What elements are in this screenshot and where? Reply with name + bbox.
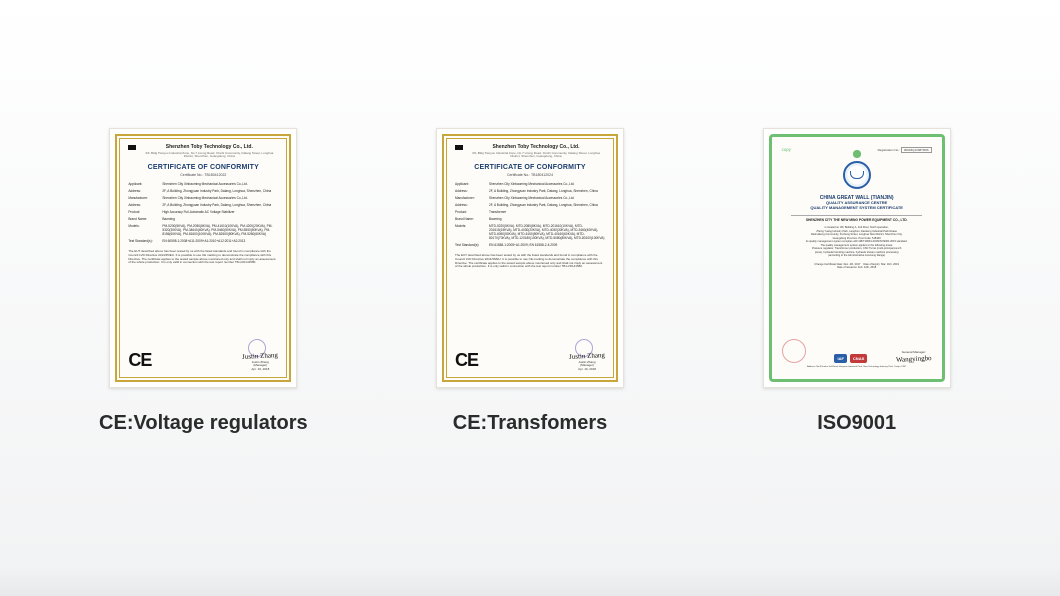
ce-mark-icon: CE [128,350,151,371]
cert-field-row: Brand Name:Baoming [455,217,605,221]
cert-field-row: Test Standard(s):EN 60598-1:2008+A11:200… [128,239,278,243]
cert-number: Certificate No.: TB180412022 [128,173,278,177]
iaf-badge-icon: IAF [834,354,846,363]
divider [791,215,922,216]
issuer-address: 3/F, Bldg Tianyou Industrial Zone, No.7 … [140,152,278,159]
signature: Justin Zhang [569,351,605,361]
cert-frame: Shenzhen Toby Technology Co., Ltd. 3/F, … [436,128,624,388]
cert-declaration: The EUT described above has been tested … [455,254,605,269]
cert-field-row: Applicant:Shenzhen City Xinbaoming Mecha… [455,182,605,186]
issuer-company: Shenzhen Toby Technology Co., Ltd. [467,145,605,151]
copy-label: copy [782,147,792,152]
cnas-badge-icon: CNAS [850,354,867,363]
cert-card-ce-transformers: Shenzhen Toby Technology Co., Ltd. 3/F, … [387,128,674,435]
cert-fields: Applicant:Shenzhen City Xinbaoming Mecha… [128,182,278,246]
iso-org: SHENZHEN CITY THE NEW MING POWER EQUIPME… [806,219,908,223]
iso-body: is located at: 3/F, Building A, 2nd Floo… [802,226,912,258]
cert-field-row: Manufacturer:Shenzhen City Xinbaoming Me… [455,196,605,200]
cert-field-row: Manufacturer:Shenzhen City Xinbaoming Me… [128,196,278,200]
cert-caption: CE:Transfomers [453,412,608,435]
cert-field-row: Models:MTD-5220(5KVA), MTD-2080(8KVA), M… [455,224,605,240]
cert-field-row: Address:2F, A Building, Zhongyuan Indust… [455,203,605,207]
signature-block: Justin Zhang Justin Zhang (Manager) Apr.… [569,339,605,371]
signature: Wangyingbo [896,354,932,364]
registration-number: Registration No.: 00918Q13087R0S [878,147,932,153]
signature: Justin Zhang [242,351,278,361]
cert-field-row: Address:2F, A Building, Zhongyuan Indust… [128,189,278,193]
cert-number: Certificate No.: TB180412024 [455,173,605,177]
accreditation-badges: IAF CNAS [834,354,867,363]
cert-field-row: Address:2F, A Building, Zhongyuan Indust… [128,203,278,207]
cert-card-iso9001: copy Registration No.: 00918Q13087R0S CH… [713,128,1000,435]
iso-footer-addr: Address: No.8 Huake 3rd Road, Huayuan In… [803,366,910,369]
cert-field-row: Brand Name:Baoming [128,217,278,221]
cert-field-row: Product:High Accuracy Full-Automatic AC … [128,210,278,214]
cert-card-ce-voltage: Shenzhen Toby Technology Co., Ltd. 3/F, … [60,128,347,435]
cert-frame: Shenzhen Toby Technology Co., Ltd. 3/F, … [109,128,297,388]
cert-field-row: Address:2F, A Building, Zhongyuan Indust… [455,189,605,193]
certificates-row: Shenzhen Toby Technology Co., Ltd. 3/F, … [0,0,1060,435]
cert-caption: ISO9001 [817,412,896,435]
cert-declaration: The EUT described above has been tested … [128,250,278,265]
cert-fields: Applicant:Shenzhen City Xinbaoming Mecha… [455,182,605,250]
cert-title: CERTIFICATE OF CONFORMITY [455,164,605,171]
issuer-logo-icon [128,145,136,150]
issuer-company: Shenzhen Toby Technology Co., Ltd. [140,145,278,151]
cert-caption: CE:Voltage regulators [99,412,308,435]
cert-field-row: Applicant:Shenzhen City Xinbaoming Mecha… [128,182,278,186]
cert-field-row: Product:Transformer [455,210,605,214]
issuer-logo-icon [455,145,463,150]
cert-field-row: Test Standard(s):EN 61558-1:2005+A1:2009… [455,243,605,247]
cert-frame: copy Registration No.: 00918Q13087R0S CH… [763,128,951,388]
signature-block: Justin Zhang Justin Zhang (Manager) Apr.… [242,339,278,371]
cert-field-row: Models:PM-5200(5KVA), PM-2080(8KVA), PM-… [128,224,278,236]
ce-mark-icon: CE [455,350,478,371]
stamp-icon [782,339,806,363]
iso-logo-icon [843,161,871,189]
cert-title: CERTIFICATE OF CONFORMITY [128,164,278,171]
iso-title-3: QUALITY MANAGEMENT SYSTEM CERTIFICATE [810,206,903,211]
iso-dates: Change Certificate Date: Dec. 4th, 2017 … [810,263,903,270]
signature-block: General Manager: Wangyingbo [896,351,932,363]
issuer-address: 3/F, Bldg Tianyou Industrial Zone, No.7 … [467,152,605,159]
